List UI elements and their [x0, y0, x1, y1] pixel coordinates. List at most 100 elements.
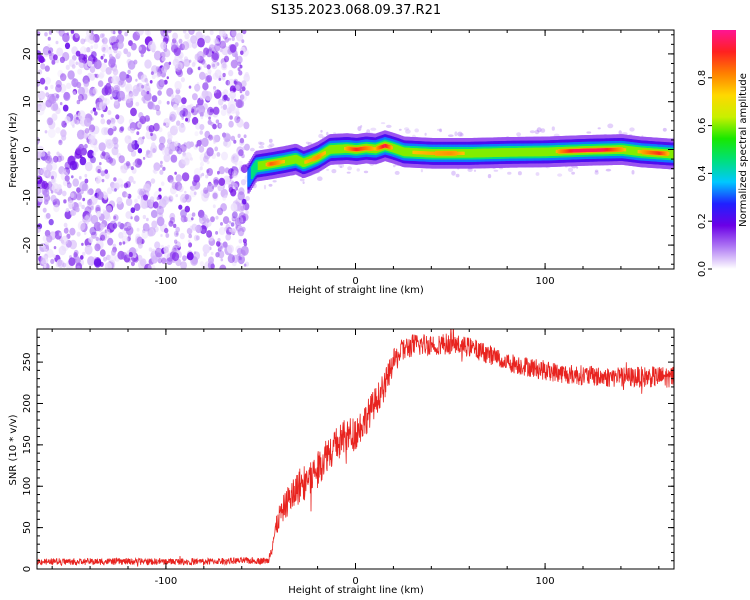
noise-blob: [140, 53, 144, 58]
noise-blob: [37, 103, 42, 111]
noise-blob: [61, 120, 65, 126]
noise-blob: [92, 151, 97, 157]
noise-blob: [186, 67, 193, 75]
noise-blob: [174, 94, 182, 104]
ridge-peak: [602, 148, 605, 152]
noise-blob: [208, 134, 214, 141]
noise-blob: [88, 87, 96, 97]
noise-blob: [113, 47, 118, 54]
noise-blob: [199, 166, 203, 171]
noise-blob: [90, 205, 94, 211]
noise-blob: [228, 228, 232, 233]
noise-blob: [184, 205, 190, 213]
noise-blob: [67, 200, 75, 209]
noise-blob: [206, 218, 210, 223]
noise-blob: [98, 80, 104, 87]
ridge-peak: [323, 151, 326, 155]
noise-blob: [79, 46, 87, 55]
noise-blob: [76, 265, 81, 269]
noise-blob: [212, 123, 217, 130]
noise-blob: [136, 131, 140, 136]
noise-blob: [199, 71, 206, 80]
noise-blob: [169, 179, 174, 185]
noise-blob: [71, 175, 74, 179]
ridge-peak: [575, 149, 578, 153]
ridge-band: [402, 147, 405, 156]
ridge-peak: [656, 151, 660, 155]
noise-blob: [111, 249, 116, 256]
noise-blob: [174, 181, 183, 191]
noise-blob: [176, 62, 183, 70]
noise-blob: [236, 247, 243, 255]
noise-blob: [50, 170, 58, 180]
halo-speckle: [305, 141, 310, 144]
noise-blob: [178, 123, 186, 133]
noise-blob: [114, 188, 117, 192]
noise-blob: [199, 130, 203, 135]
halo-speckle: [346, 171, 351, 174]
noise-blob: [172, 32, 179, 40]
noise-blob: [85, 213, 93, 222]
noise-blob: [121, 96, 126, 102]
noise-blob: [206, 160, 210, 165]
noise-blob: [213, 86, 217, 90]
noise-blob: [229, 30, 237, 38]
noise-blob: [202, 189, 210, 199]
noise-blob: [78, 59, 86, 69]
noise-blob: [123, 48, 129, 55]
noise-blob: [234, 115, 241, 124]
noise-blob: [220, 258, 224, 262]
noise-blob: [236, 108, 240, 112]
noise-blob: [93, 146, 99, 153]
noise-blob: [218, 166, 225, 175]
ridge-band: [529, 147, 532, 157]
noise-blob: [84, 244, 93, 255]
halo-speckle: [398, 128, 402, 131]
ridge-band: [672, 149, 674, 159]
halo-speckle: [473, 169, 477, 172]
noise-blob: [125, 181, 131, 188]
noise-blob: [118, 231, 124, 239]
noise-blob: [156, 205, 164, 215]
noise-blob: [190, 106, 199, 116]
noise-blob: [137, 158, 143, 166]
noise-blob: [151, 73, 156, 80]
ridge-peak: [422, 151, 425, 155]
noise-blob: [229, 115, 233, 120]
noise-blob: [161, 65, 168, 74]
halo-speckle: [551, 126, 555, 131]
halo-speckle: [259, 141, 265, 146]
noise-blob: [150, 209, 158, 219]
noise-blob: [180, 261, 187, 269]
noise-blob: [190, 35, 198, 44]
noise-blob: [191, 62, 196, 67]
noise-blob: [137, 122, 143, 129]
halo-speckle: [618, 130, 622, 136]
noise-blob: [200, 161, 204, 167]
noise-blob: [198, 145, 205, 153]
noise-blob: [151, 248, 156, 254]
noise-blob: [222, 132, 227, 138]
noise-blob: [143, 100, 146, 104]
noise-blob: [82, 197, 86, 202]
noise-blob: [55, 127, 61, 134]
ridge-peak: [365, 146, 368, 150]
ridge-band: [338, 144, 341, 154]
noise-blob: [124, 135, 132, 144]
noise-blob: [117, 221, 122, 228]
noise-blob: [135, 101, 140, 107]
noise-blob: [212, 72, 219, 80]
colorbar-ticks: 0.0 0.2 0.4 0.6 0.8: [697, 70, 712, 277]
noise-blob: [53, 246, 57, 250]
noise-blob: [193, 174, 200, 183]
ridge-band: [331, 145, 334, 154]
ridge-peak: [371, 147, 374, 151]
ridge-band: [520, 147, 523, 157]
noise-blob: [236, 32, 244, 42]
noise-blob: [84, 178, 89, 184]
halo-speckle: [567, 167, 574, 172]
ridge-band: [626, 145, 629, 155]
noise-blob: [154, 247, 163, 258]
noise-blob: [171, 97, 175, 103]
